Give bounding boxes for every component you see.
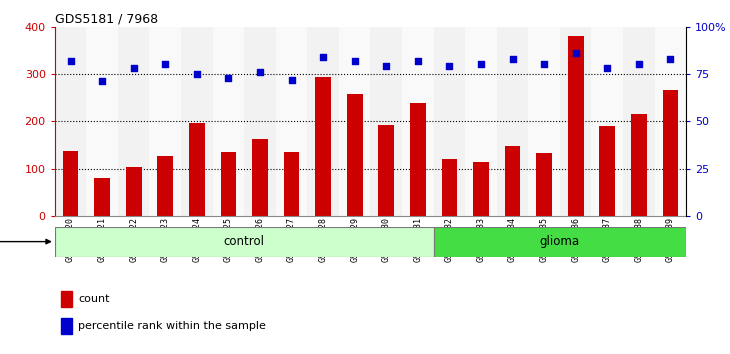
Point xyxy=(318,54,329,60)
Bar xyxy=(126,167,142,216)
Bar xyxy=(63,150,78,216)
Bar xyxy=(560,27,591,216)
Point xyxy=(602,65,613,71)
Point xyxy=(223,75,234,80)
Bar xyxy=(504,146,520,216)
Bar xyxy=(655,27,686,216)
Bar xyxy=(631,114,647,216)
Bar xyxy=(378,125,394,216)
Bar xyxy=(244,27,276,216)
Point xyxy=(475,62,487,67)
Point xyxy=(349,58,361,63)
Bar xyxy=(591,27,623,216)
Bar xyxy=(402,27,434,216)
Point xyxy=(412,58,423,63)
Bar xyxy=(118,27,150,216)
Bar xyxy=(55,227,434,257)
Bar xyxy=(473,162,489,216)
Bar xyxy=(94,178,110,216)
Point xyxy=(444,63,456,69)
Bar xyxy=(434,27,465,216)
Text: percentile rank within the sample: percentile rank within the sample xyxy=(78,321,266,331)
Text: disease state: disease state xyxy=(0,236,50,247)
Bar xyxy=(189,123,204,216)
Bar xyxy=(599,126,615,216)
Point xyxy=(380,63,392,69)
Bar xyxy=(181,27,212,216)
Text: GDS5181 / 7968: GDS5181 / 7968 xyxy=(55,12,158,25)
Text: control: control xyxy=(223,235,265,248)
Point xyxy=(191,71,203,77)
Bar xyxy=(568,36,583,216)
Bar xyxy=(212,27,244,216)
Point xyxy=(633,62,645,67)
Bar xyxy=(284,152,299,216)
Point xyxy=(159,62,171,67)
Point xyxy=(96,79,108,84)
Bar xyxy=(434,227,686,257)
Text: glioma: glioma xyxy=(540,235,580,248)
Bar xyxy=(307,27,339,216)
Bar xyxy=(339,27,370,216)
Point xyxy=(570,50,582,56)
Point xyxy=(254,69,266,75)
Point xyxy=(285,77,297,82)
Bar xyxy=(61,318,72,334)
Bar xyxy=(55,27,86,216)
Bar xyxy=(150,27,181,216)
Bar xyxy=(315,77,331,216)
Bar xyxy=(496,27,529,216)
Bar xyxy=(529,27,560,216)
Bar xyxy=(61,291,72,307)
Bar xyxy=(347,94,363,216)
Bar xyxy=(276,27,307,216)
Text: count: count xyxy=(78,295,110,304)
Bar xyxy=(370,27,402,216)
Point xyxy=(128,65,139,71)
Bar xyxy=(252,139,268,216)
Bar xyxy=(442,159,457,216)
Bar xyxy=(623,27,655,216)
Bar xyxy=(663,91,678,216)
Bar xyxy=(86,27,118,216)
Bar xyxy=(465,27,496,216)
Bar xyxy=(220,152,237,216)
Point xyxy=(507,56,518,62)
Bar xyxy=(158,156,173,216)
Point xyxy=(664,56,676,62)
Point xyxy=(65,58,77,63)
Bar xyxy=(410,103,426,216)
Bar xyxy=(537,153,552,216)
Point xyxy=(538,62,550,67)
